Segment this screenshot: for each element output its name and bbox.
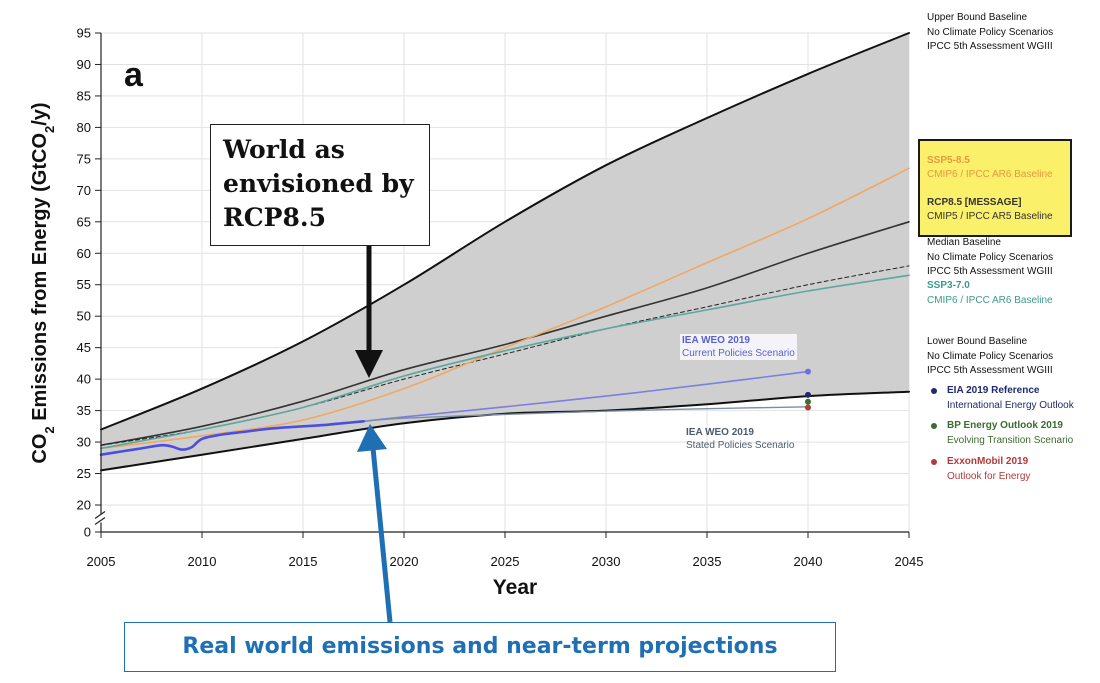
x-tick-label: 2040 xyxy=(794,554,823,569)
series-line-historical xyxy=(99,420,365,456)
point-bp-energy-outlook-2019 xyxy=(805,398,811,405)
y-tick-label: 95 xyxy=(77,26,91,41)
y-tick-label: 25 xyxy=(77,466,91,481)
legend-ssp585-sub: CMIP6 / IPCC AR6 Baseline xyxy=(927,169,1053,180)
y-tick-label: 20 xyxy=(77,498,91,513)
y-tick-label: 90 xyxy=(77,57,91,72)
baseline-range-fill xyxy=(101,33,909,471)
axis-break-mark xyxy=(94,517,106,525)
legend-upper-3: IPCC 5th Assessment WGIII xyxy=(927,41,1053,52)
legend-lower-bound: Lower Bound Baseline No Climate Policy S… xyxy=(927,335,1053,379)
rcp85-callout-line3: RCP8.5 xyxy=(223,203,326,232)
y-tick-label: 35 xyxy=(77,403,91,418)
legend-median-1: Median Baseline xyxy=(927,237,1001,248)
legend-ssp585: SSP5-8.5 CMIP6 / IPCC AR6 Baseline xyxy=(927,154,1053,182)
rcp85-callout-line1: World as xyxy=(223,135,345,164)
y-tick-label: 55 xyxy=(77,277,91,292)
legend-eia-name: EIA 2019 Reference xyxy=(947,385,1040,396)
panel-letter: a xyxy=(124,56,143,94)
x-tick-label: 2015 xyxy=(289,554,318,569)
iea-stated-subtitle: Stated Policies Scenario xyxy=(686,440,795,451)
legend-lower-2: No Climate Policy Scenarios xyxy=(927,350,1054,362)
x-tick-label: 2045 xyxy=(895,554,924,569)
legend-bp-name: BP Energy Outlook 2019 xyxy=(947,420,1063,431)
baseline-range-area xyxy=(101,33,909,471)
legend-upper-bound: Upper Bound Baseline No Climate Policy S… xyxy=(927,11,1053,55)
iea-current-subtitle: Current Policies Scenario xyxy=(682,348,795,359)
legend-ssp370: SSP3-7.0 CMIP6 / IPCC AR6 Baseline xyxy=(927,279,1053,308)
highlight-box xyxy=(918,139,1072,237)
series-line-median-baseline xyxy=(100,221,910,446)
rcp85-callout-line2: envisioned by xyxy=(223,169,414,198)
y-tick-label: 45 xyxy=(77,340,91,355)
data-points xyxy=(805,368,811,411)
point-iea-weo-2019-current-policies-2040 xyxy=(805,368,811,375)
series-lines xyxy=(99,32,910,472)
y-tick-label: 65 xyxy=(77,214,91,229)
legend-upper-2: No Climate Policy Scenarios xyxy=(927,26,1054,38)
black-arrow-head xyxy=(355,350,383,378)
legend-exxon-sub: Outlook for Energy xyxy=(947,470,1031,482)
series-line-iea-weo-2019-stated-policies-scenario xyxy=(362,406,809,422)
legend-median-3: IPCC 5th Assessment WGIII xyxy=(927,266,1053,277)
legend-lower-1: Lower Bound Baseline xyxy=(927,336,1028,347)
y-tick-label: 60 xyxy=(77,246,91,261)
point-exxonmobil-2019 xyxy=(805,404,811,411)
x-tick-label: 2035 xyxy=(693,554,722,569)
legend-exxon-name: ExxonMobil 2019 xyxy=(947,456,1029,467)
rcp85-callout: World as envisioned by RCP8.5 xyxy=(210,124,430,246)
y-tick-label: 30 xyxy=(77,435,91,450)
real-world-callout: Real world emissions and near-term proje… xyxy=(124,622,836,672)
axis-break-gap xyxy=(96,514,106,523)
series-line-ssp5-8-5 xyxy=(100,167,910,450)
point-eia-2019-reference xyxy=(805,391,811,398)
series-line-ssp3-7-0 xyxy=(100,274,910,450)
x-tick-label: 2010 xyxy=(188,554,217,569)
legend-ssp585-name: SSP5-8.5 xyxy=(927,155,970,166)
legend-rcp85: RCP8.5 [MESSAGE] CMIP5 / IPCC AR5 Baseli… xyxy=(927,196,1053,224)
y-tick-label: 0 xyxy=(84,525,91,540)
x-tick-label: 2030 xyxy=(592,554,621,569)
x-tick-label: 2025 xyxy=(491,554,520,569)
blue-arrow-head xyxy=(357,424,387,452)
iea-current-label: IEA WEO 2019 Current Policies Scenario xyxy=(680,334,797,360)
x-axis-title: Year xyxy=(493,576,537,599)
y-tick-label: 80 xyxy=(77,120,91,135)
y-tick-label: 75 xyxy=(77,151,91,166)
legend-rcp85-sub: CMIP5 / IPCC AR5 Baseline xyxy=(927,211,1053,222)
legend-ssp370-sub: CMIP6 / IPCC AR6 Baseline xyxy=(927,294,1053,306)
iea-current-title: IEA WEO 2019 xyxy=(682,335,750,346)
series-line-iea-weo-2019-current-policies-scenario xyxy=(362,370,809,423)
x-tick-label: 2005 xyxy=(87,554,116,569)
axis-break-mark xyxy=(94,511,106,519)
y-tick-label: 85 xyxy=(77,88,91,103)
series-line-upper-bound-baseline xyxy=(100,32,910,431)
legend-eia-sub: International Energy Outlook xyxy=(947,399,1074,411)
y-tick-label: 70 xyxy=(77,183,91,198)
legend-median: Median Baseline No Climate Policy Scenar… xyxy=(927,236,1053,280)
iea-stated-label: IEA WEO 2019 Stated Policies Scenario xyxy=(686,426,794,452)
legend-exxon: ExxonMobil 2019 Outlook for Energy xyxy=(947,455,1030,484)
y-tick-label: 50 xyxy=(77,309,91,324)
legend-median-2: No Climate Policy Scenarios xyxy=(927,251,1054,263)
legend-rcp85-name: RCP8.5 [MESSAGE] xyxy=(927,197,1022,208)
legend-bp: BP Energy Outlook 2019 Evolving Transiti… xyxy=(947,419,1073,448)
legend-eia: EIA 2019 Reference International Energy … xyxy=(947,384,1074,413)
y-axis-title: CO2 Emissions from Energy (GtCO2/y) xyxy=(29,102,57,463)
y-tick-label: 40 xyxy=(77,372,91,387)
legend-upper-1: Upper Bound Baseline xyxy=(927,12,1028,23)
legend-lower-3: IPCC 5th Assessment WGIII xyxy=(927,365,1053,376)
iea-stated-title: IEA WEO 2019 xyxy=(686,427,754,438)
blue-arrow-shaft xyxy=(370,447,393,623)
x-tick-label: 2020 xyxy=(390,554,419,569)
legend-ssp370-name: SSP3-7.0 xyxy=(927,280,970,291)
legend-bp-sub: Evolving Transition Scenario xyxy=(947,434,1074,446)
annotation-arrows xyxy=(355,246,393,623)
